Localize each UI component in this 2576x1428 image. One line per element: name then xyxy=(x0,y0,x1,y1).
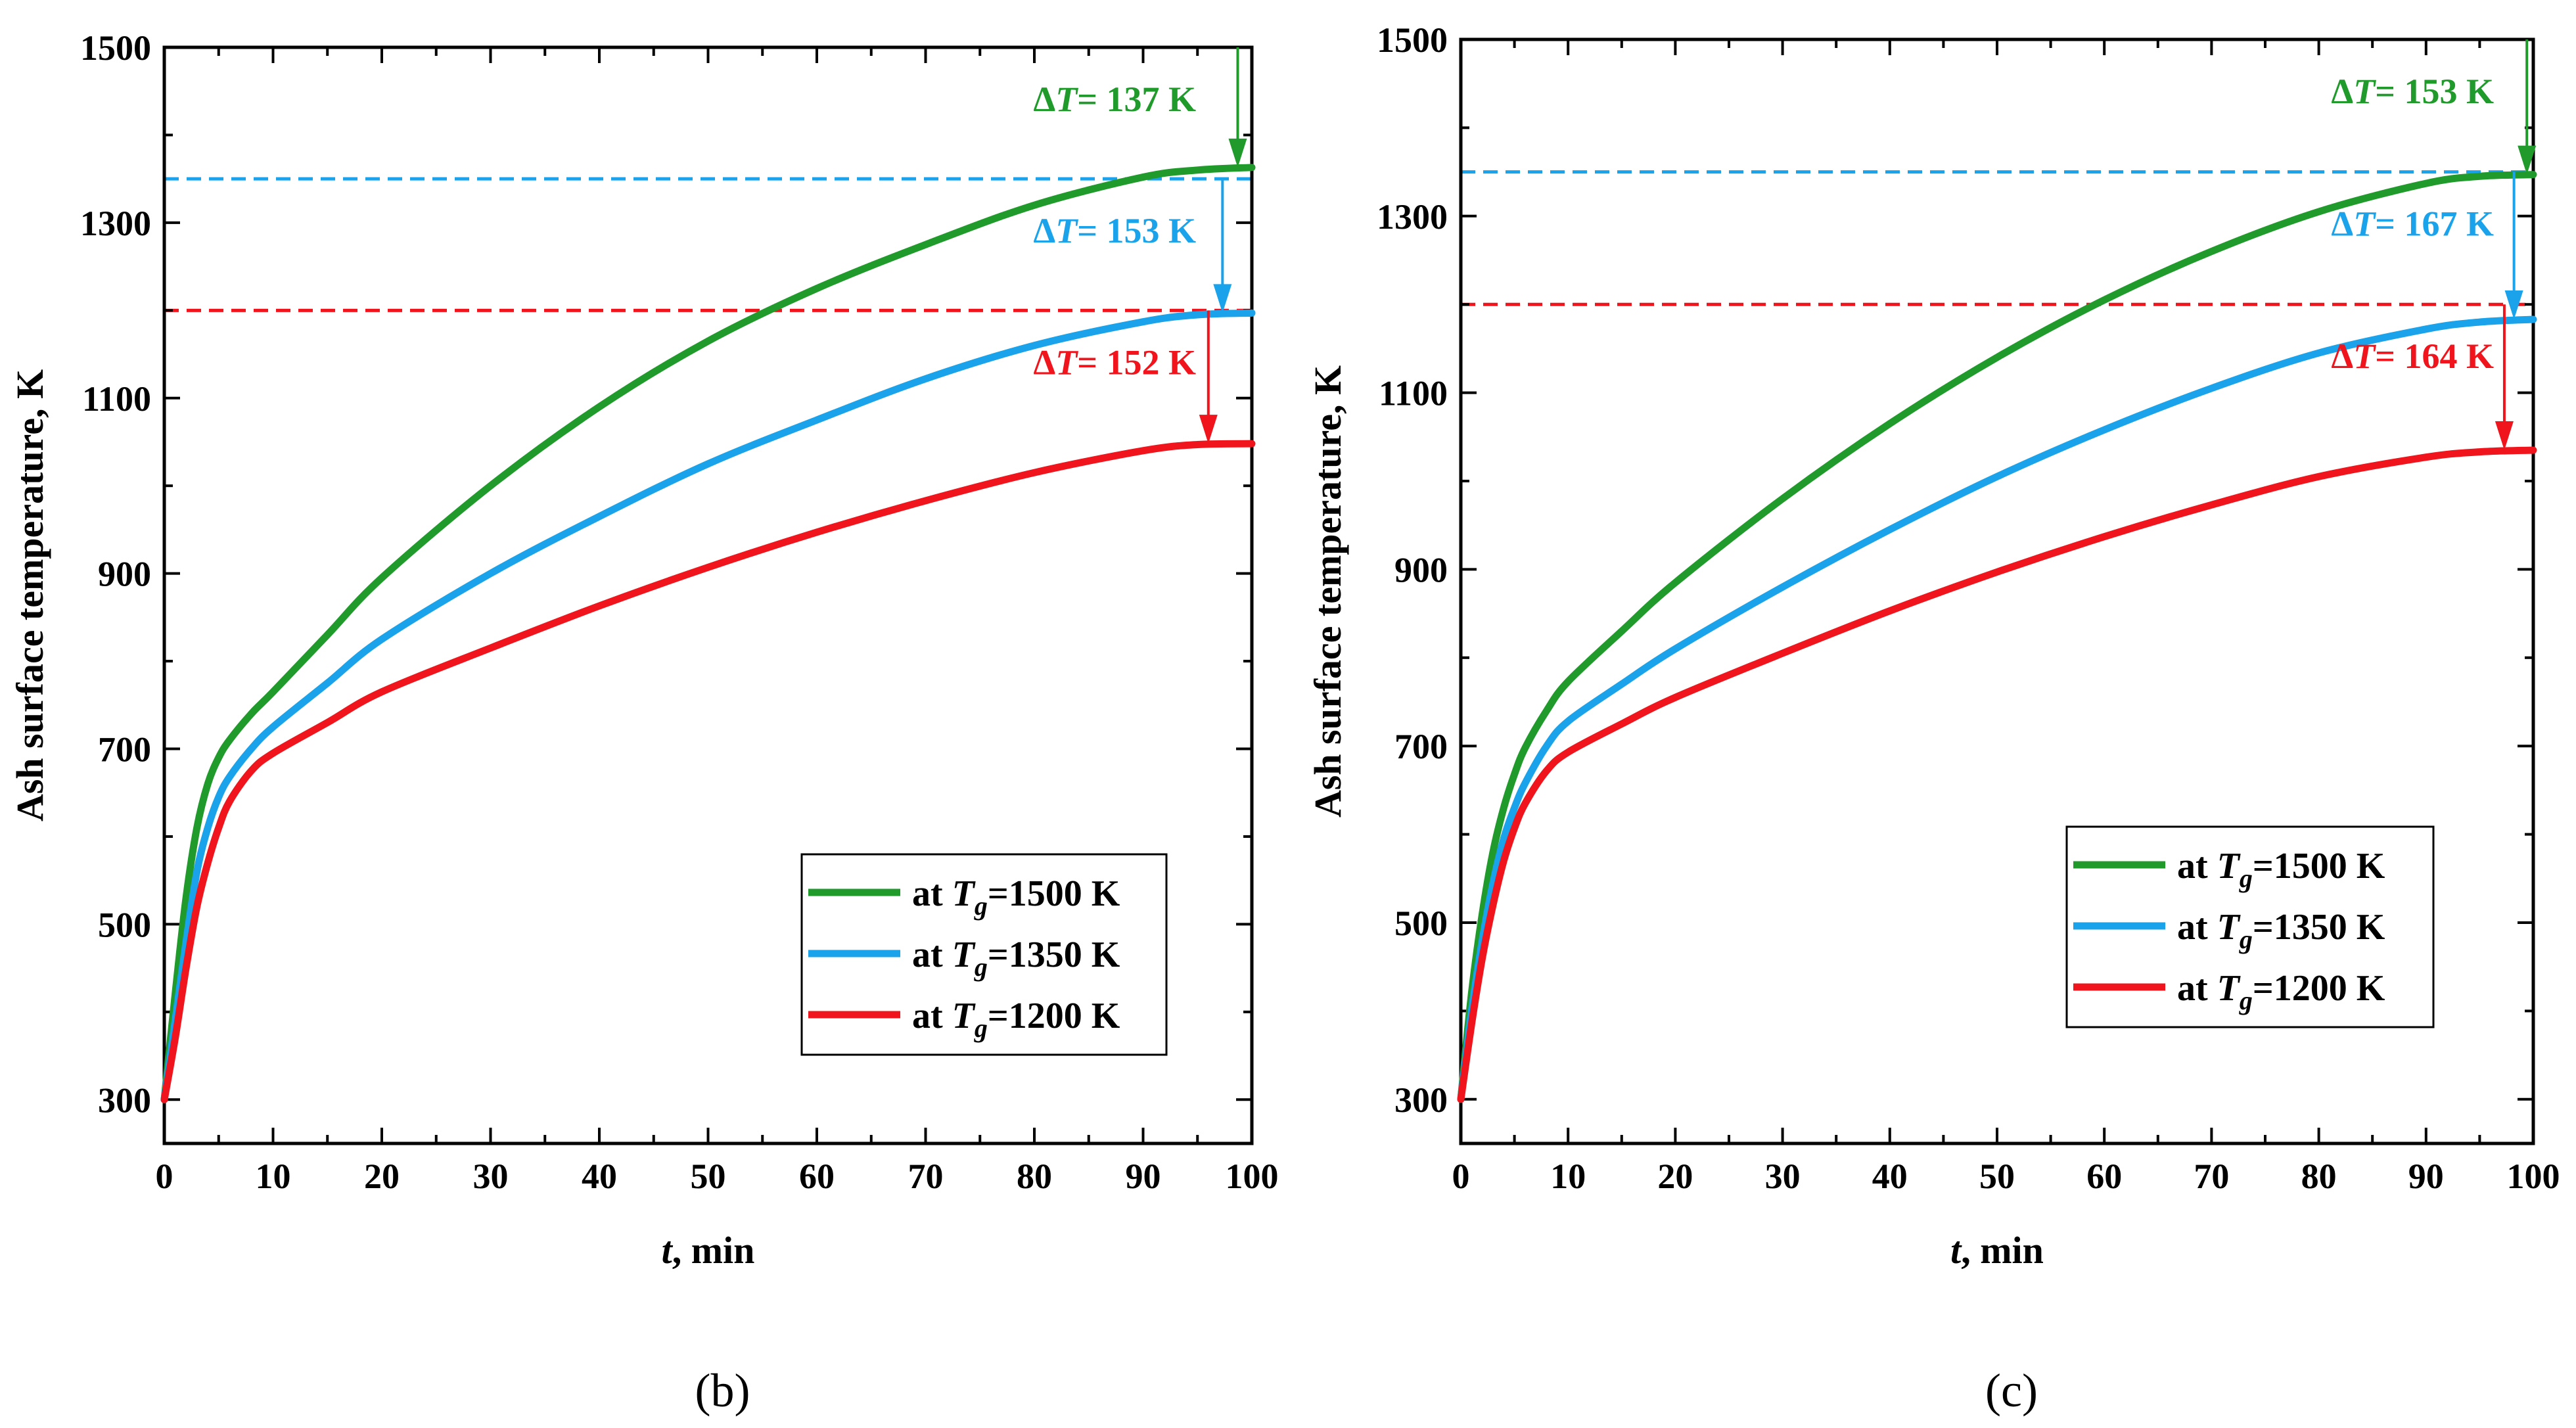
y-tick-label: 500 xyxy=(1394,904,1448,943)
x-tick-label: 90 xyxy=(1126,1157,1161,1196)
x-tick-label: 0 xyxy=(156,1157,173,1196)
chart-panel-b: 0 10 20 30 40 50 60 70 80 90 100 300 500 700 900 1100 13… xyxy=(9,28,1279,1417)
series-line-1 xyxy=(160,309,1256,1103)
y-tick-label: 900 xyxy=(98,555,151,594)
y-tick-label: 1500 xyxy=(1377,20,1448,60)
delta-annotation-1: ΔT= 153 K xyxy=(1033,211,1196,250)
panel-label: (c) xyxy=(1985,1364,2038,1417)
y-tick-label: 1300 xyxy=(80,204,151,243)
y-tick-label: 1300 xyxy=(1377,197,1448,237)
y-tick-label: 300 xyxy=(1394,1080,1448,1120)
x-tick-label: 50 xyxy=(1979,1157,2015,1196)
series-line-2 xyxy=(160,440,1256,1103)
x-axis-title: t, min xyxy=(662,1229,755,1272)
x-tick-label: 90 xyxy=(2408,1157,2444,1196)
delta-arrowhead-1 xyxy=(1213,284,1232,313)
x-tick-label: 10 xyxy=(256,1157,291,1196)
y-tick-label: 700 xyxy=(1394,727,1448,766)
x-tick-label: 80 xyxy=(2301,1157,2337,1196)
legend-entry-0: at Tg=1500 K xyxy=(912,873,1120,921)
x-tick-label: 20 xyxy=(364,1157,400,1196)
x-tick-label: 40 xyxy=(1872,1157,1908,1196)
y-tick-label: 1500 xyxy=(80,28,151,68)
panel-label: (b) xyxy=(695,1364,750,1417)
legend-entry-2: at Tg=1200 K xyxy=(912,996,1120,1043)
legend-entry-0: at Tg=1500 K xyxy=(2177,846,2385,893)
y-tick-label: 700 xyxy=(98,730,151,770)
y-axis-title: Ash surface temperature, K xyxy=(1306,365,1349,818)
x-tick-label: 0 xyxy=(1452,1157,1470,1196)
legend-entry-1: at Tg=1350 K xyxy=(912,934,1120,982)
y-tick-label: 900 xyxy=(1394,550,1448,589)
series-line-0 xyxy=(1457,171,2537,1103)
x-tick-label: 10 xyxy=(1550,1157,1586,1196)
x-tick-label: 30 xyxy=(473,1157,509,1196)
delta-arrowhead-0 xyxy=(1228,138,1247,168)
x-tick-label: 40 xyxy=(582,1157,617,1196)
y-tick-label: 500 xyxy=(98,905,151,944)
y-tick-label: 300 xyxy=(98,1080,151,1120)
x-tick-label: 30 xyxy=(1765,1157,1801,1196)
x-tick-label: 70 xyxy=(2194,1157,2229,1196)
x-tick-label: 60 xyxy=(799,1157,835,1196)
delta-annotation-2: ΔT= 152 K xyxy=(1033,342,1196,382)
x-tick-label: 100 xyxy=(1226,1157,1279,1196)
x-tick-label: 80 xyxy=(1017,1157,1052,1196)
x-tick-label: 60 xyxy=(2086,1157,2122,1196)
legend-entry-1: at Tg=1350 K xyxy=(2177,907,2385,954)
delta-arrowhead-2 xyxy=(2495,421,2514,450)
legend-entry-2: at Tg=1200 K xyxy=(2177,968,2385,1015)
series-line-0 xyxy=(160,164,1256,1103)
x-tick-label: 70 xyxy=(908,1157,944,1196)
delta-arrowhead-0 xyxy=(2518,145,2537,175)
x-tick-label: 50 xyxy=(691,1157,726,1196)
delta-annotation-0: ΔT= 137 K xyxy=(1033,80,1196,119)
delta-arrowhead-2 xyxy=(1199,415,1218,444)
series-line-1 xyxy=(1457,315,2537,1103)
delta-annotation-1: ΔT= 167 K xyxy=(2331,204,2494,244)
y-tick-label: 1100 xyxy=(1379,374,1448,413)
series-line-2 xyxy=(1457,446,2537,1103)
x-axis-title: t, min xyxy=(1950,1229,2044,1272)
chart-panel-c: 0 10 20 30 40 50 60 70 80 90 100 300 500 700 900 1100 13… xyxy=(1306,20,2560,1417)
y-tick-label: 1100 xyxy=(82,379,151,419)
y-axis-title: Ash surface temperature, K xyxy=(9,369,51,821)
x-tick-label: 100 xyxy=(2507,1157,2560,1196)
delta-arrowhead-1 xyxy=(2504,290,2523,320)
x-tick-label: 20 xyxy=(1657,1157,1693,1196)
delta-annotation-2: ΔT= 164 K xyxy=(2331,336,2494,376)
delta-annotation-0: ΔT= 153 K xyxy=(2331,72,2494,111)
